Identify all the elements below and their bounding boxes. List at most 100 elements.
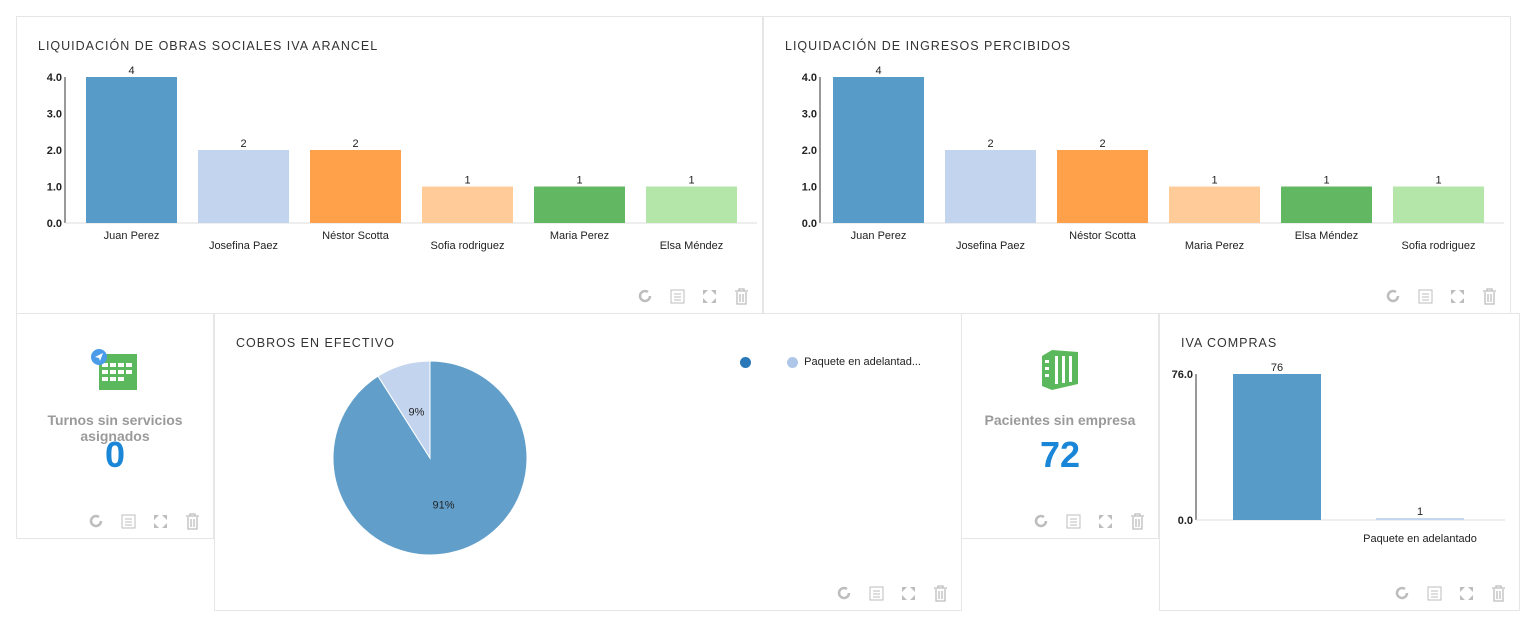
bar [1233, 374, 1321, 520]
bar [534, 186, 625, 223]
data-label: 2 [1099, 138, 1105, 150]
panel-title: IVA COMPRAS [1181, 336, 1278, 350]
bar [422, 186, 513, 223]
panel-toolbar [835, 584, 949, 602]
refresh-icon[interactable] [87, 512, 105, 530]
list-icon[interactable] [119, 512, 137, 530]
data-label: 2 [987, 138, 993, 150]
category-label: Paquete en adelantado [1363, 533, 1477, 545]
bar [1281, 186, 1372, 223]
refresh-icon[interactable] [835, 584, 853, 602]
trash-icon[interactable] [183, 512, 201, 530]
y-tick-label: 0.0 [802, 218, 817, 230]
trash-icon[interactable] [1128, 512, 1146, 530]
expand-icon[interactable] [1457, 584, 1475, 602]
pie-legend[interactable]: Paquete en adelantad... [740, 356, 921, 368]
y-tick-label: 0.0 [1178, 515, 1193, 527]
list-icon[interactable] [867, 584, 885, 602]
bar [1393, 186, 1484, 223]
trash-icon[interactable] [732, 287, 750, 305]
kpi-value: 72 [1039, 434, 1081, 475]
category-label: Josefina Paez [956, 240, 1025, 252]
bar [1057, 150, 1148, 223]
slice-label: 91% [433, 500, 455, 512]
panel-title: COBROS EN EFECTIVO [236, 336, 395, 350]
bar [1376, 518, 1464, 521]
panel-turnos: Turnos sin servicios asignados 0 [16, 313, 214, 539]
kpi-label: Turnos sin servicios asignados [47, 412, 183, 444]
category-label: Néstor Scotta [322, 230, 390, 242]
expand-icon[interactable] [151, 512, 169, 530]
trash-icon[interactable] [931, 584, 949, 602]
panel-iva-compras: IVA COMPRAS 0.0 76.0 76 1 Paquete en adelant… [1159, 313, 1520, 611]
panel-toolbar [1393, 584, 1507, 602]
category-label: Sofia rodriguez [1402, 240, 1476, 252]
data-label: 1 [1323, 175, 1329, 187]
list-icon[interactable] [1425, 584, 1443, 602]
expand-icon[interactable] [700, 287, 718, 305]
bar [1169, 186, 1260, 223]
kpi-value: 0 [104, 434, 126, 475]
panel-toolbar [636, 287, 750, 305]
panel-title: LIQUIDACIÓN DE OBRAS SOCIALES IVA ARANCE… [38, 39, 379, 53]
y-tick-label: 3.0 [47, 109, 62, 121]
data-label: 2 [352, 138, 358, 150]
list-icon[interactable] [1416, 287, 1434, 305]
kpi-label: Pacientes sin empresa [984, 412, 1136, 428]
category-label: Elsa Méndez [660, 240, 724, 252]
calendar-icon [91, 349, 137, 390]
pie-slice [377, 360, 431, 460]
bar [310, 150, 401, 223]
bar [833, 77, 924, 223]
y-tick-label: 1.0 [47, 182, 62, 194]
data-label: 1 [1435, 175, 1441, 187]
data-label: 1 [1417, 506, 1423, 518]
data-label: 1 [1211, 175, 1217, 187]
bar [945, 150, 1036, 223]
data-label: 4 [128, 65, 134, 77]
category-label: Juan Perez [104, 230, 160, 242]
data-label: 76 [1271, 362, 1283, 374]
refresh-icon[interactable] [636, 287, 654, 305]
y-tick-label: 0.0 [47, 218, 62, 230]
expand-icon[interactable] [1096, 512, 1114, 530]
y-tick-label: 76.0 [1172, 369, 1193, 381]
y-tick-label: 2.0 [802, 145, 817, 157]
panel-cobros-efectivo: COBROS EN EFECTIVO Paquete en adelantad.… [214, 313, 962, 611]
panel-pacientes: Pacientes sin empresa 72 [961, 313, 1159, 539]
data-label: 4 [875, 65, 881, 77]
refresh-icon[interactable] [1393, 584, 1411, 602]
panel-toolbar [1384, 287, 1498, 305]
expand-icon[interactable] [899, 584, 917, 602]
bar-chart-ingresos: 0.0 1.0 2.0 3.0 4.0 4 Juan Perez 2 Josefina Paez… [802, 65, 1504, 252]
y-tick-label: 3.0 [802, 109, 817, 121]
trash-icon[interactable] [1489, 584, 1507, 602]
trash-icon[interactable] [1480, 287, 1498, 305]
building-icon [1042, 350, 1078, 390]
bar-chart-iva-compras: 0.0 76.0 76 1 Paquete en adelantado [1172, 362, 1505, 545]
list-icon[interactable] [1064, 512, 1082, 530]
panel-toolbar [87, 512, 201, 530]
legend-label: Paquete en adelantad... [804, 356, 921, 368]
category-label: Néstor Scotta [1069, 230, 1137, 242]
panel-obras-sociales: LIQUIDACIÓN DE OBRAS SOCIALES IVA ARANCE… [16, 16, 763, 314]
list-icon[interactable] [668, 287, 686, 305]
refresh-icon[interactable] [1384, 287, 1402, 305]
y-tick-label: 4.0 [802, 72, 817, 84]
y-tick-label: 4.0 [47, 72, 62, 84]
bar [198, 150, 289, 223]
legend-dot [740, 356, 752, 368]
category-label: Maria Perez [1185, 240, 1244, 252]
y-tick-label: 1.0 [802, 182, 817, 194]
panel-title: LIQUIDACIÓN DE INGRESOS PERCIBIDOS [785, 39, 1072, 53]
refresh-icon[interactable] [1032, 512, 1050, 530]
y-tick-label: 2.0 [47, 145, 62, 157]
bar [86, 77, 177, 223]
expand-icon[interactable] [1448, 287, 1466, 305]
category-label: Josefina Paez [209, 240, 278, 252]
category-label: Elsa Méndez [1295, 230, 1359, 242]
category-label: Sofia rodriguez [431, 240, 505, 252]
bar-chart-obras-sociales: 0.0 1.0 2.0 3.0 4.0 4 Juan Perez 2 Josefina Paez… [47, 65, 757, 252]
data-label: 1 [576, 175, 582, 187]
panel-ingresos-percibidos: LIQUIDACIÓN DE INGRESOS PERCIBIDOS 0.0 1.… [763, 16, 1511, 314]
